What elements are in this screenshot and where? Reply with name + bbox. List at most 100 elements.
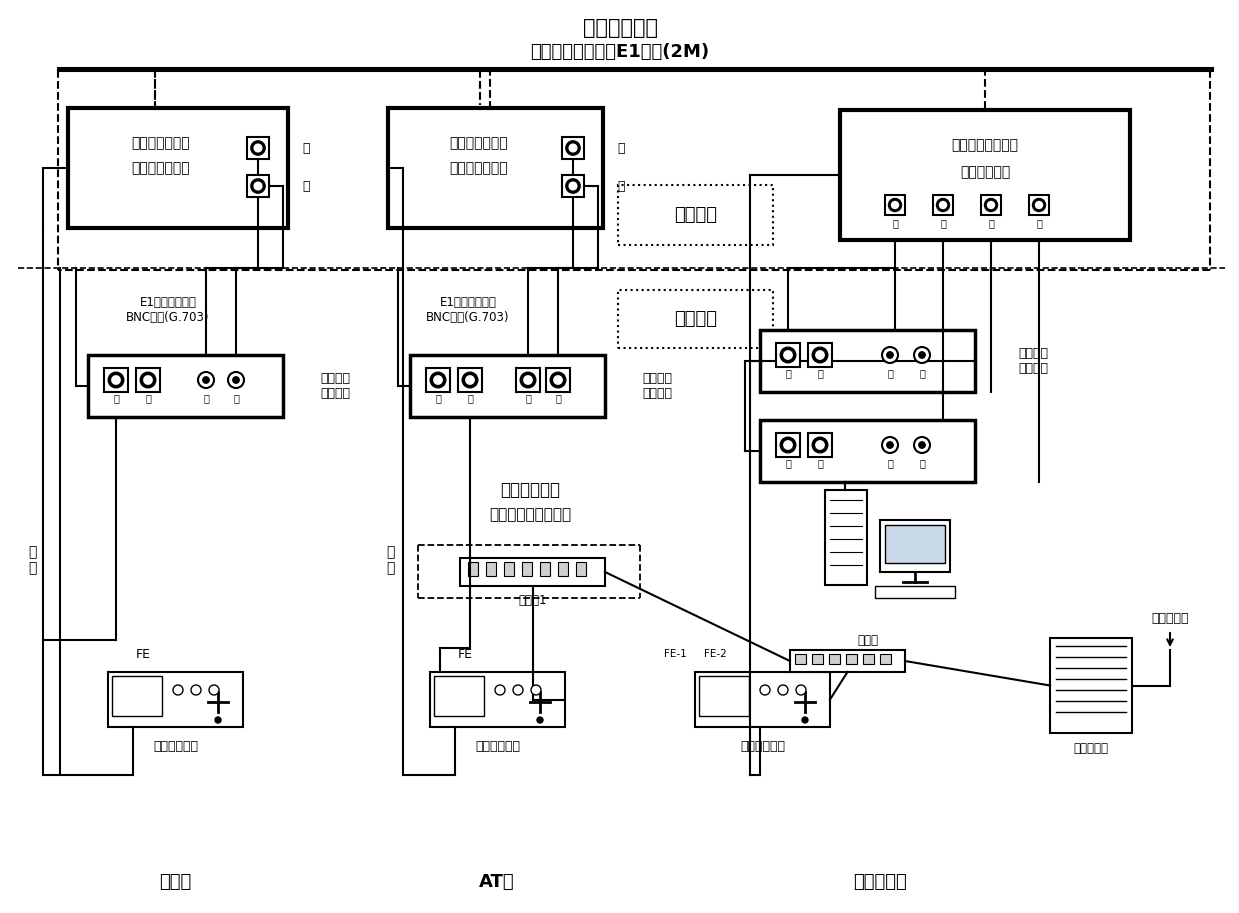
Bar <box>563 137 584 159</box>
Bar <box>812 654 823 664</box>
Circle shape <box>887 352 893 358</box>
Text: 收: 收 <box>786 458 790 468</box>
Bar <box>699 676 750 716</box>
Text: 铁路通信机柜内: 铁路通信机柜内 <box>131 136 190 150</box>
Bar <box>136 368 160 392</box>
Bar <box>58 68 1213 71</box>
Bar <box>426 368 450 392</box>
Bar <box>981 195 1001 215</box>
Circle shape <box>550 373 566 388</box>
Circle shape <box>203 377 209 383</box>
Circle shape <box>919 442 926 448</box>
Circle shape <box>216 717 221 723</box>
Text: 铁通设备: 铁通设备 <box>674 206 717 224</box>
Text: 发: 发 <box>555 393 561 403</box>
Circle shape <box>520 373 535 388</box>
Text: FE-1: FE-1 <box>664 649 686 659</box>
Text: 收: 收 <box>887 458 893 468</box>
Text: 发: 发 <box>919 368 926 378</box>
Text: 铁路以太网通信通道: 铁路以太网通信通道 <box>489 508 571 522</box>
Circle shape <box>532 685 541 695</box>
Circle shape <box>496 685 506 695</box>
Text: 发: 发 <box>302 180 310 193</box>
Bar <box>880 520 950 572</box>
Text: 光
纤: 光 纤 <box>385 545 394 575</box>
Circle shape <box>914 437 930 453</box>
Text: 收: 收 <box>302 142 310 154</box>
Circle shape <box>524 376 533 384</box>
Circle shape <box>882 437 898 453</box>
Bar <box>515 368 540 392</box>
Circle shape <box>233 377 239 383</box>
Bar <box>829 654 840 664</box>
Circle shape <box>888 198 902 212</box>
Text: FE-2: FE-2 <box>704 649 726 659</box>
Text: 发: 发 <box>467 393 473 403</box>
Circle shape <box>209 685 219 695</box>
Circle shape <box>430 373 446 388</box>
Text: 牵引变电所: 牵引变电所 <box>854 873 907 891</box>
Text: 收: 收 <box>987 218 994 228</box>
Bar <box>112 676 162 716</box>
Circle shape <box>985 198 997 212</box>
Circle shape <box>1036 202 1042 208</box>
Text: 故障测距装置: 故障测距装置 <box>152 740 198 753</box>
Text: FE: FE <box>457 647 472 660</box>
Circle shape <box>466 376 475 384</box>
Circle shape <box>784 441 792 449</box>
Text: 交换机: 交换机 <box>857 634 878 646</box>
Text: 收: 收 <box>786 368 790 378</box>
Bar <box>247 175 269 197</box>
Circle shape <box>566 141 580 155</box>
Bar <box>410 355 605 417</box>
Text: 交换机1: 交换机1 <box>518 594 546 607</box>
Bar <box>108 672 243 727</box>
Bar <box>760 330 975 392</box>
Circle shape <box>513 685 523 695</box>
Circle shape <box>919 352 926 358</box>
Bar <box>760 420 975 482</box>
Circle shape <box>914 347 930 363</box>
Text: E1通道同轴电缆
BNC接头(G.703): E1通道同轴电缆 BNC接头(G.703) <box>126 296 209 324</box>
Circle shape <box>112 376 120 384</box>
Bar <box>875 586 955 598</box>
Text: 通信传输网划分的E1通道(2M): 通信传输网划分的E1通道(2M) <box>530 43 710 61</box>
Circle shape <box>254 144 261 152</box>
Text: 发: 发 <box>940 218 945 228</box>
Circle shape <box>566 179 580 194</box>
Text: FE: FE <box>135 647 150 660</box>
Bar <box>808 343 833 367</box>
Text: 收: 收 <box>892 218 898 228</box>
Text: 收: 收 <box>203 393 209 403</box>
Text: 发: 发 <box>617 180 624 193</box>
Circle shape <box>937 198 949 212</box>
Circle shape <box>536 717 543 723</box>
Circle shape <box>815 351 824 359</box>
Text: 发: 发 <box>817 368 823 378</box>
Text: 既有的传输装置: 既有的传输装置 <box>131 161 190 175</box>
Text: 铁路通信机柜内: 铁路通信机柜内 <box>449 136 508 150</box>
Bar <box>840 110 1130 240</box>
Text: 测距系统: 测距系统 <box>674 310 717 328</box>
Text: E1通道同轴电缆
BNC接头(G.703): E1通道同轴电缆 BNC接头(G.703) <box>426 296 509 324</box>
Text: 发: 发 <box>817 458 823 468</box>
Bar <box>880 654 891 664</box>
Text: 通信方案一：: 通信方案一： <box>501 481 560 499</box>
Circle shape <box>1032 198 1046 212</box>
Circle shape <box>802 717 808 723</box>
Circle shape <box>254 183 261 190</box>
Text: 收: 收 <box>113 393 119 403</box>
Text: 既有的传输装置: 既有的传输装置 <box>449 161 508 175</box>
Bar <box>88 355 282 417</box>
Circle shape <box>813 347 828 362</box>
Circle shape <box>781 347 795 362</box>
Bar <box>576 562 586 576</box>
Circle shape <box>554 376 563 384</box>
Circle shape <box>815 441 824 449</box>
Bar <box>885 195 904 215</box>
Bar <box>846 654 857 664</box>
Circle shape <box>939 202 947 208</box>
Circle shape <box>140 373 156 388</box>
Circle shape <box>250 179 265 194</box>
Circle shape <box>892 202 898 208</box>
